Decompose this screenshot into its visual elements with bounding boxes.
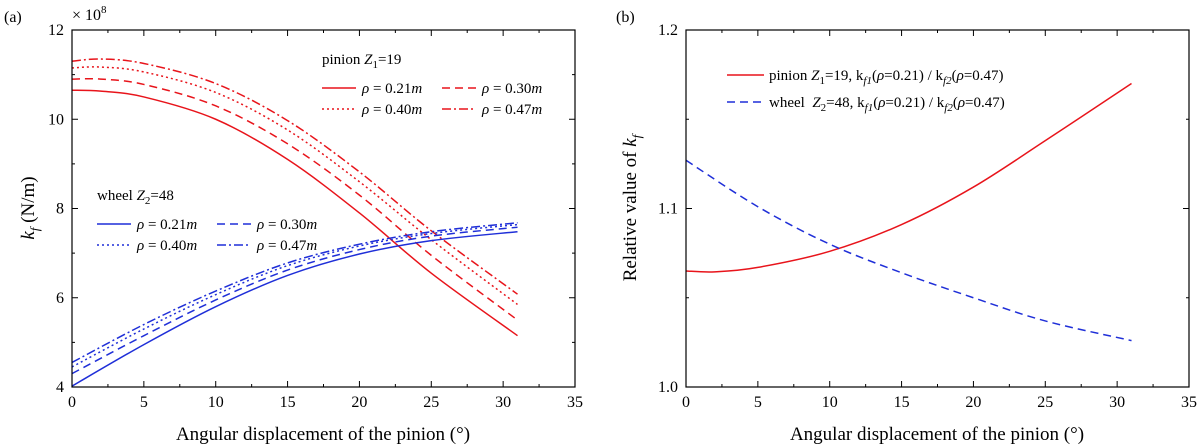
chart-a-xtick-label: 0 [68, 394, 76, 411]
chart-b-xtick-label: 35 [1181, 394, 1197, 411]
legend-b-label-pinion: pinion Z1=19, kf1(ρ=0.21) / kf2(ρ=0.47) [769, 68, 1004, 87]
line-pinion-rho-0.47 [71, 58, 518, 295]
chart-b-xtick-label: 25 [1037, 394, 1053, 411]
chart-b-xtick-label: 5 [754, 394, 762, 411]
legend-wheel-label: ρ = 0.21m [136, 217, 197, 233]
chart-b: (b) 0 5 10 15 20 25 30 35 1.0 1.1 1.2 Relative val… [616, 9, 1197, 445]
chart-b-ytick-label: 1.2 [658, 22, 678, 39]
legend-pinion-title: pinion Z1=19 [322, 52, 401, 71]
chart-a: (a) 0 5 10 15 20 25 30 35 4 6 8 10 12 × 108 kf (N/m)… [4, 4, 583, 445]
chart-b-ylabel: Relative value of kf [620, 132, 644, 281]
chart-b-xtick-label: 30 [1109, 394, 1125, 411]
chart-a-xtick-label: 20 [351, 394, 367, 411]
chart-b-xlabel: Angular displacement of the pinion (°) [790, 424, 1084, 445]
chart-a-xtick-label: 35 [567, 394, 583, 411]
line-wheel-rho-0.30 [71, 226, 518, 375]
chart-a-frame [71, 29, 576, 388]
line-wheel-ratio [685, 159, 1132, 342]
chart-a-ytick-label: 8 [56, 201, 64, 218]
chart-a-ytick-label: 6 [56, 290, 64, 307]
line-wheel-rho-0.40 [71, 223, 518, 368]
chart-a-ticks: 0 5 10 15 20 25 30 35 4 6 8 10 12 [48, 22, 583, 411]
legend-wheel-label: ρ = 0.40m [136, 238, 197, 254]
chart-b-ytick-label: 1.0 [658, 379, 678, 396]
legend-pinion-label: ρ = 0.40m [361, 102, 422, 118]
legend-wheel-label: ρ = 0.47m [256, 238, 317, 254]
panel-label-b: (b) [616, 9, 635, 26]
line-pinion-rho-0.21 [71, 89, 518, 337]
chart-a-ytick-label: 10 [48, 111, 64, 128]
chart-a-ytick-label: 12 [48, 22, 64, 39]
line-wheel-rho-0.21 [71, 230, 518, 387]
panel-label-a: (a) [4, 9, 22, 26]
chart-b-lines [685, 82, 1132, 342]
chart-a-xlabel: Angular displacement of the pinion (°) [176, 424, 470, 445]
chart-a-y-multiplier: × 108 [72, 4, 107, 24]
chart-a-xtick-label: 25 [423, 394, 439, 411]
chart-a-ylabel: kf (N/m) [18, 176, 42, 239]
chart-a-xtick-label: 30 [495, 394, 511, 411]
line-pinion-rho-0.30 [71, 77, 518, 321]
chart-a-ytick-label: 4 [56, 379, 64, 396]
legend-wheel-title: wheel Z2=48 [97, 188, 174, 207]
line-pinion-rho-0.40 [71, 66, 518, 306]
legend-b-label-wheel: wheel Z2=48, kf1(ρ=0.21) / kf2(ρ=0.47) [769, 95, 1005, 114]
chart-b-legend: pinion Z1=19, kf1(ρ=0.21) / kf2(ρ=0.47) … [727, 68, 1005, 114]
chart-a-xtick-label: 5 [140, 394, 148, 411]
chart-b-xtick-label: 0 [682, 394, 690, 411]
chart-a-legend-pinion: pinion Z1=19 ρ = 0.21m ρ = 0.30m ρ = 0.40m… [322, 52, 542, 118]
legend-pinion-label: ρ = 0.21m [361, 81, 422, 97]
chart-a-xtick-label: 15 [280, 394, 296, 411]
chart-b-xtick-label: 10 [822, 394, 838, 411]
chart-b-frame [685, 29, 1190, 388]
chart-b-ytick-label: 1.1 [658, 201, 678, 218]
legend-pinion-label: ρ = 0.30m [481, 81, 542, 97]
chart-b-xtick-label: 20 [965, 394, 981, 411]
line-wheel-rho-0.47 [71, 222, 518, 364]
chart-a-lines [71, 58, 518, 387]
chart-a-xtick-label: 10 [208, 394, 224, 411]
line-pinion-ratio [685, 82, 1132, 273]
legend-wheel-label: ρ = 0.30m [256, 217, 317, 233]
legend-pinion-label: ρ = 0.47m [481, 102, 542, 118]
chart-a-legend-wheel: wheel Z2=48 ρ = 0.21m ρ = 0.30m ρ = 0.40m ρ… [97, 188, 317, 254]
chart-b-xtick-label: 15 [894, 394, 910, 411]
